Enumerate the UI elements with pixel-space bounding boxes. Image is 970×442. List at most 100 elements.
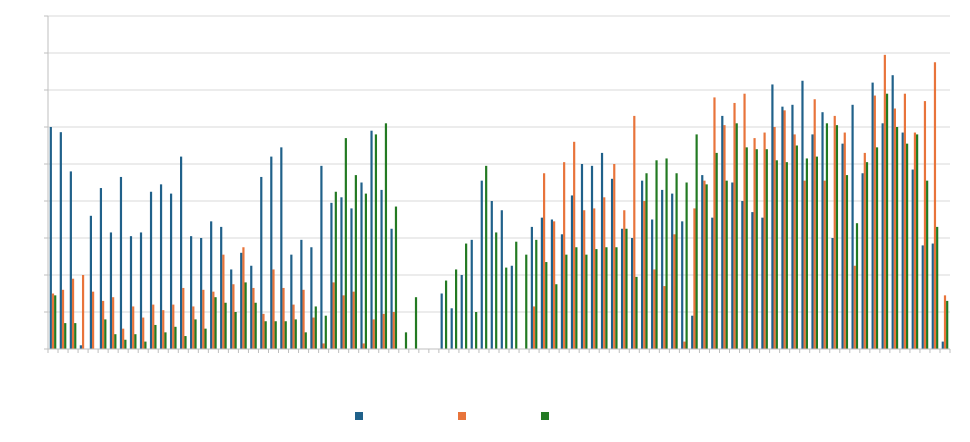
bar (865, 162, 869, 349)
bar (500, 210, 503, 349)
bar (543, 173, 546, 349)
bar (605, 247, 608, 349)
bar (665, 158, 668, 349)
bar (765, 149, 768, 349)
bar (300, 239, 303, 349)
bar (89, 215, 92, 349)
bar (901, 132, 904, 349)
bar (685, 182, 688, 349)
bar (71, 278, 75, 349)
bar (139, 232, 143, 349)
bar (455, 269, 458, 349)
bar (755, 149, 758, 349)
bar (354, 175, 357, 349)
bar (663, 286, 666, 349)
bar (59, 132, 62, 349)
bar (224, 302, 227, 349)
bar (334, 191, 337, 349)
bar (142, 317, 145, 349)
bar (172, 304, 175, 349)
bar (314, 306, 317, 349)
bar (725, 180, 728, 349)
bar (703, 180, 706, 349)
bar (645, 173, 648, 349)
bar (320, 165, 323, 349)
bar (530, 226, 533, 349)
bar (821, 112, 824, 349)
bar (310, 247, 313, 349)
bar (753, 138, 756, 349)
bar (485, 165, 488, 349)
bar (394, 206, 398, 349)
bar (515, 241, 518, 349)
bar (525, 254, 528, 349)
bar (590, 165, 594, 349)
bar (555, 284, 558, 349)
bar (623, 210, 626, 349)
bar (715, 152, 718, 349)
bar (194, 319, 197, 349)
bar (162, 310, 165, 349)
bar (149, 191, 153, 349)
bar (380, 189, 383, 349)
bar (943, 295, 947, 349)
bar (761, 217, 764, 349)
bar (721, 115, 724, 350)
bar (691, 315, 694, 349)
bar (906, 143, 909, 349)
bar (304, 332, 307, 349)
bar (885, 93, 889, 349)
bar (350, 208, 353, 349)
bar (392, 312, 395, 349)
bar (921, 245, 924, 349)
bar (244, 282, 247, 349)
bar (845, 175, 849, 349)
bar (222, 254, 225, 349)
bar (344, 138, 347, 349)
bar (204, 328, 207, 349)
bar (49, 127, 52, 349)
bar (234, 312, 237, 349)
bar (793, 134, 796, 349)
bar (330, 202, 333, 349)
bar (875, 147, 879, 349)
bar (184, 336, 187, 349)
bar (731, 182, 734, 349)
bar (79, 345, 82, 349)
bar (51, 293, 55, 349)
bar (615, 247, 618, 349)
bar (505, 267, 508, 349)
bar (262, 313, 265, 349)
bar (360, 182, 363, 349)
bar (583, 210, 586, 349)
bar (625, 228, 628, 349)
bar (913, 132, 917, 349)
bar (763, 132, 766, 349)
bar (773, 127, 776, 349)
bar (102, 300, 105, 349)
bar (69, 171, 72, 349)
legend (355, 412, 549, 420)
bar (54, 295, 57, 349)
bar (855, 223, 859, 349)
bar (132, 306, 135, 349)
bar (741, 201, 744, 349)
bar (264, 321, 267, 349)
bar (831, 238, 834, 349)
bar (545, 262, 548, 349)
bar (252, 287, 255, 349)
bar (641, 180, 644, 349)
bar (99, 188, 103, 349)
bar (620, 228, 624, 349)
bar (210, 221, 213, 349)
bar (180, 156, 183, 349)
bar (681, 221, 684, 349)
bar (743, 93, 746, 349)
bar (651, 219, 654, 349)
axes (44, 15, 951, 353)
bar (775, 160, 778, 349)
bar (282, 287, 285, 349)
bar (926, 180, 929, 349)
bar (254, 302, 257, 349)
bar (701, 175, 704, 349)
